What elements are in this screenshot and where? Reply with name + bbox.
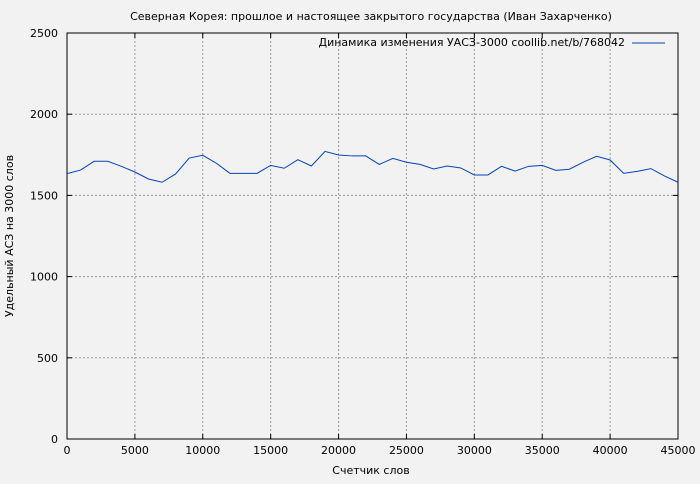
legend-label: Динамика изменения УАСЗ-3000 coollib.net… bbox=[319, 36, 626, 49]
y-tick-label: 0 bbox=[51, 433, 58, 446]
x-tick-label: 25000 bbox=[389, 444, 424, 457]
x-tick-label: 20000 bbox=[321, 444, 356, 457]
plot-frame bbox=[66, 32, 679, 440]
grid bbox=[67, 33, 678, 439]
y-tick-label: 2500 bbox=[30, 27, 58, 40]
x-tick-label: 10000 bbox=[185, 444, 220, 457]
x-tick-label: 5000 bbox=[121, 444, 149, 457]
chart-title: Северная Корея: прошлое и настоящее закр… bbox=[130, 10, 612, 23]
x-axis-label: Счетчик слов bbox=[332, 464, 409, 477]
x-tick-label: 0 bbox=[64, 444, 71, 457]
series-line bbox=[66, 150, 679, 183]
series-group bbox=[66, 150, 679, 183]
x-tick-label: 15000 bbox=[253, 444, 288, 457]
x-tick-label: 30000 bbox=[457, 444, 492, 457]
y-tick-label: 2000 bbox=[30, 108, 58, 121]
axis-ticks: 0 5000 10000 15000 20000 25000 30000 35000 40000… bbox=[30, 27, 696, 457]
x-tick-label: 40000 bbox=[593, 444, 628, 457]
x-tick-label: 45000 bbox=[661, 444, 696, 457]
y-axis-label: Удельный АСЗ на 3000 слов bbox=[3, 155, 16, 317]
y-tick-label: 500 bbox=[37, 352, 58, 365]
y-tick-label: 1500 bbox=[30, 189, 58, 202]
y-tick-label: 1000 bbox=[30, 271, 58, 284]
x-tick-label: 35000 bbox=[525, 444, 560, 457]
